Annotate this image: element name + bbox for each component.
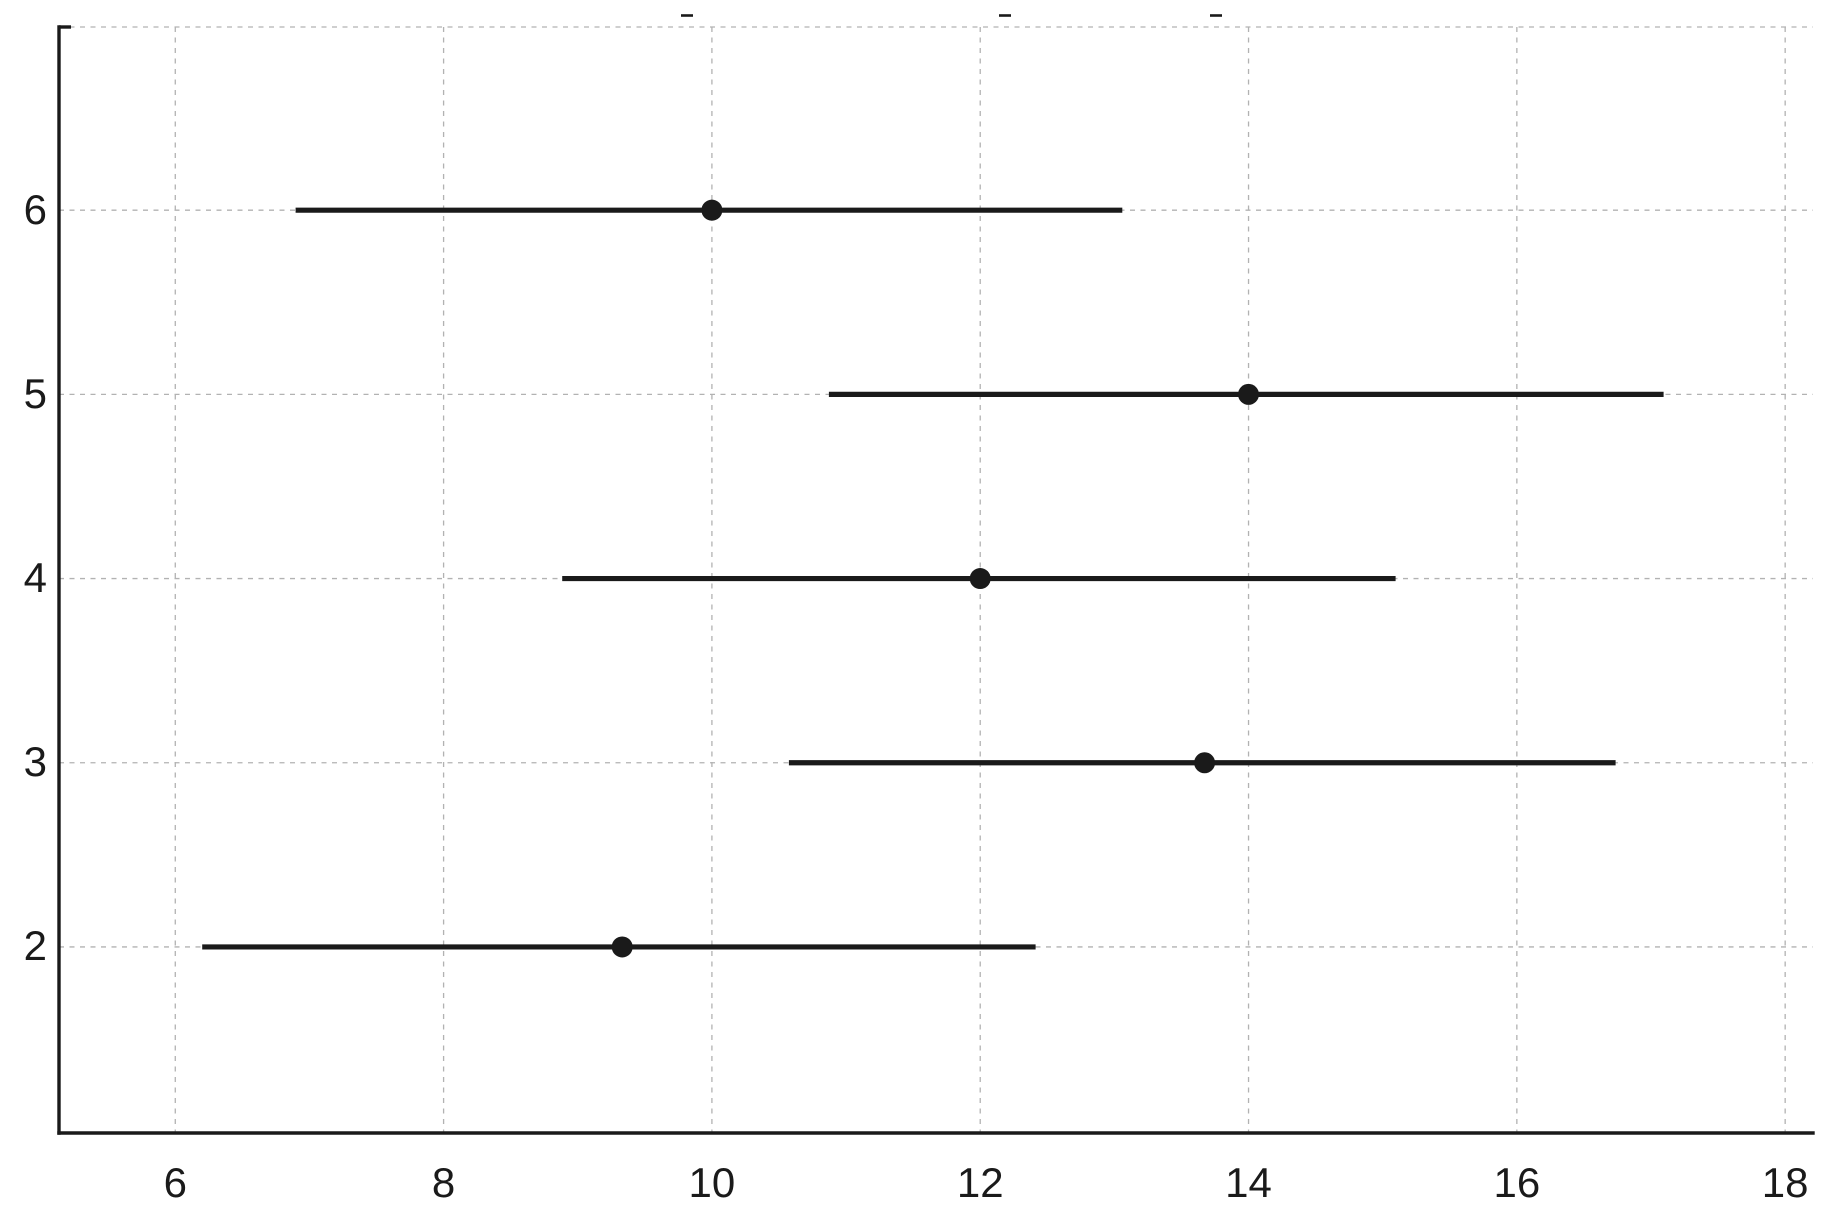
svg-text:2: 2 [24,922,47,969]
svg-text:6: 6 [164,1159,187,1206]
svg-text:12: 12 [957,1159,1004,1206]
svg-text:14: 14 [1225,1159,1272,1206]
svg-text:3: 3 [24,738,47,785]
svg-text:16: 16 [1493,1159,1540,1206]
svg-text:18: 18 [1762,1159,1809,1206]
svg-text:10: 10 [689,1159,736,1206]
svg-text:4: 4 [24,554,47,601]
svg-text:8: 8 [432,1159,455,1206]
svg-text:6: 6 [24,186,47,233]
svg-text:5: 5 [24,370,47,417]
